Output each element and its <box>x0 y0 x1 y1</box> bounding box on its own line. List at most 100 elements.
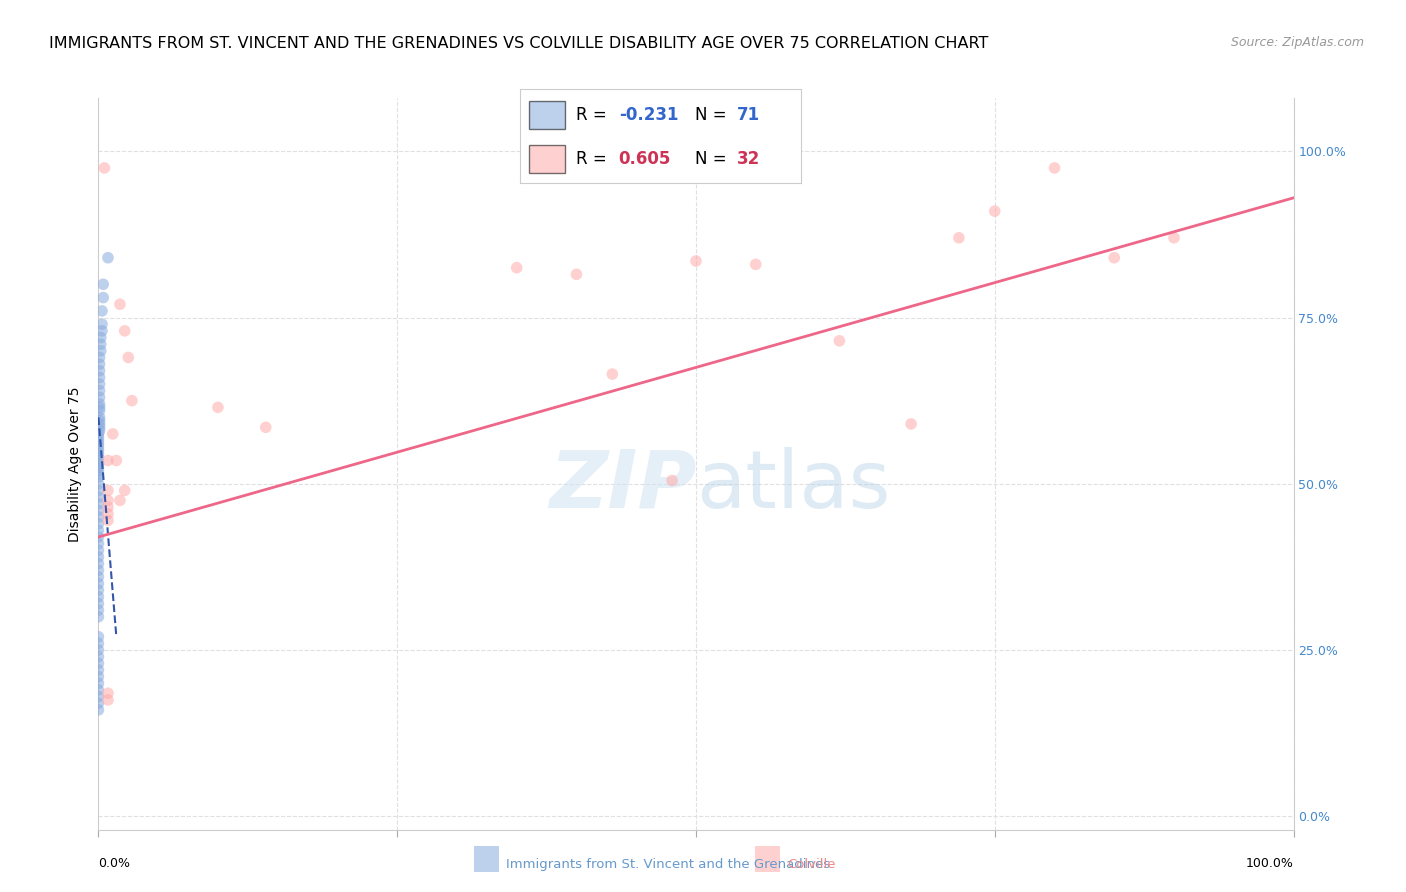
Point <box>89 351 111 365</box>
Text: Source: ZipAtlas.com: Source: ZipAtlas.com <box>1230 36 1364 49</box>
Point <box>87 557 110 571</box>
Point <box>90 337 112 351</box>
Point <box>685 254 707 268</box>
Text: 100.0%: 100.0% <box>1246 856 1294 870</box>
Point <box>97 493 120 508</box>
Point <box>108 297 131 311</box>
Point <box>89 390 111 404</box>
Point <box>87 510 110 524</box>
Point <box>87 536 110 550</box>
Point <box>87 696 110 710</box>
Point <box>565 268 588 282</box>
Point <box>87 643 110 657</box>
Point <box>87 649 110 664</box>
Point <box>87 476 110 491</box>
Point <box>87 437 110 451</box>
Point <box>105 453 128 467</box>
Text: ZIP: ZIP <box>548 447 696 524</box>
Text: Immigrants from St. Vincent and the Grenadines: Immigrants from St. Vincent and the Gren… <box>506 858 831 871</box>
Point <box>97 483 120 498</box>
Point <box>121 393 143 408</box>
Point <box>87 570 110 584</box>
Point <box>87 530 110 544</box>
Point <box>91 304 114 318</box>
Text: R =: R = <box>576 150 613 168</box>
Point <box>87 460 110 475</box>
Point <box>87 670 110 684</box>
Point <box>91 291 114 305</box>
Point <box>87 603 110 617</box>
Point <box>87 430 110 444</box>
Point <box>87 583 110 598</box>
Point <box>87 440 110 454</box>
Point <box>89 424 111 438</box>
Point <box>89 414 111 428</box>
Text: 0.605: 0.605 <box>619 150 671 168</box>
Text: N =: N = <box>695 150 731 168</box>
Text: R =: R = <box>576 106 613 124</box>
Point <box>97 686 120 700</box>
Point <box>87 657 110 671</box>
Point <box>207 401 229 415</box>
Point <box>89 384 111 398</box>
Text: -0.231: -0.231 <box>619 106 678 124</box>
Point <box>97 453 120 467</box>
Point <box>87 516 110 531</box>
Point <box>89 370 111 384</box>
Text: 32: 32 <box>737 150 761 168</box>
Point <box>506 260 529 275</box>
Point <box>87 447 110 461</box>
Point <box>87 453 110 467</box>
Point <box>87 497 110 511</box>
Point <box>89 364 111 378</box>
Point <box>1163 231 1185 245</box>
Point <box>87 663 110 677</box>
Point <box>91 277 114 292</box>
FancyBboxPatch shape <box>529 102 565 129</box>
Point <box>87 630 110 644</box>
Point <box>89 417 111 431</box>
Text: atlas: atlas <box>696 447 890 524</box>
Point <box>89 377 111 392</box>
Point <box>87 443 110 458</box>
Point <box>89 401 111 415</box>
Point <box>89 410 111 425</box>
Point <box>87 703 110 717</box>
Point <box>87 450 110 465</box>
Point <box>108 493 131 508</box>
Point <box>87 524 110 538</box>
Point <box>87 490 110 504</box>
Point <box>602 367 624 381</box>
Point <box>89 420 111 434</box>
Text: IMMIGRANTS FROM ST. VINCENT AND THE GRENADINES VS COLVILLE DISABILITY AGE OVER 7: IMMIGRANTS FROM ST. VINCENT AND THE GREN… <box>49 36 988 51</box>
Point <box>89 357 111 371</box>
Point <box>87 576 110 591</box>
Point <box>90 343 112 358</box>
Point <box>661 474 683 488</box>
Point <box>87 690 110 704</box>
Text: 0.0%: 0.0% <box>98 856 131 870</box>
Point <box>87 434 110 448</box>
Point <box>87 467 110 481</box>
Point <box>97 507 120 521</box>
Point <box>91 324 114 338</box>
Point <box>87 503 110 517</box>
Point <box>948 231 970 245</box>
Point <box>87 676 110 690</box>
Point <box>101 426 124 441</box>
Point <box>87 426 110 441</box>
Point <box>87 563 110 577</box>
Point <box>97 513 120 527</box>
Text: 71: 71 <box>737 106 759 124</box>
Point <box>89 403 111 417</box>
Point <box>114 483 136 498</box>
Point <box>254 420 277 434</box>
FancyBboxPatch shape <box>529 145 565 173</box>
Point <box>87 609 110 624</box>
Point <box>97 251 120 265</box>
Point <box>745 257 768 271</box>
Point <box>117 351 139 365</box>
Point <box>90 330 112 344</box>
Point <box>87 483 110 498</box>
Point <box>87 549 110 564</box>
